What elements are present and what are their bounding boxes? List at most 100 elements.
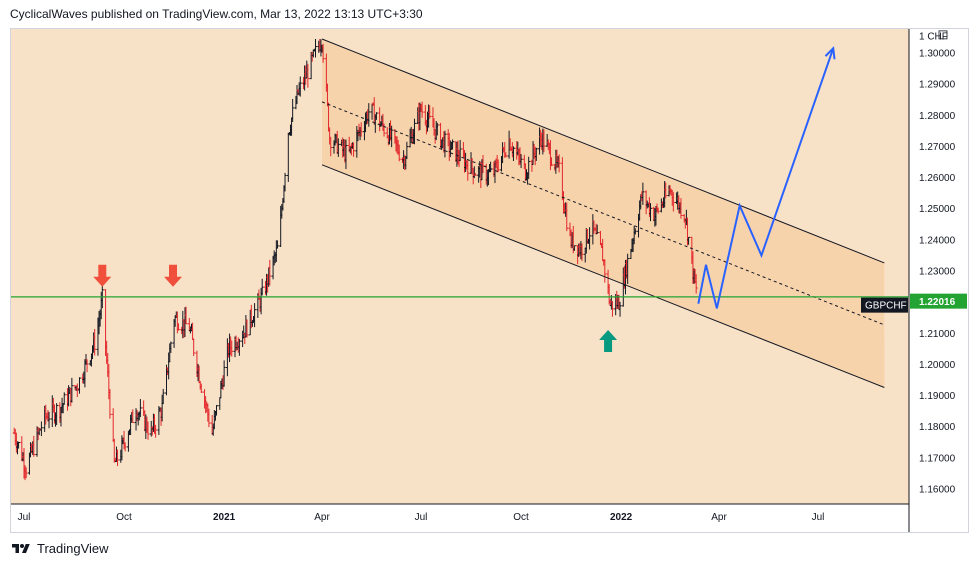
y-tick-label: 1.21000 [919, 329, 956, 340]
y-tick-label: 1.30000 [919, 49, 956, 60]
channel-lower-line [321, 164, 885, 388]
footer-brand: TradingView [37, 541, 109, 556]
ohlc-bar [656, 207, 660, 214]
ohlc-bar [62, 392, 66, 405]
ohlc-bar [275, 240, 279, 249]
y-tick-label: 1.29000 [919, 80, 956, 91]
ohlc-bar [382, 123, 386, 137]
ohlc-bar [420, 101, 424, 118]
x-tick-label: Jul [415, 512, 428, 523]
ohlc-bar [572, 245, 576, 251]
ohlc-bar [215, 405, 219, 416]
last-value-tag [910, 293, 967, 309]
ohlc-bar [435, 122, 439, 136]
ohlc-bar [161, 388, 165, 405]
price-chart[interactable]: 1.30000 1.29000 1.28000 1.27000 1.26000 1.250… [11, 29, 968, 532]
ohlc-bar [321, 43, 325, 63]
ohlc-bar [329, 136, 333, 157]
currency-label: 1 CHF [919, 31, 948, 42]
ohlc-bar [550, 157, 554, 167]
ohlc-bar [374, 112, 378, 120]
y-tick-label: 1.17000 [919, 453, 956, 464]
y-tick-label: 1.18000 [919, 422, 956, 433]
ohlc-bar [237, 338, 241, 356]
x-tick-label: Apr [314, 512, 330, 523]
ohlc-bar [428, 105, 432, 119]
ohlc-bar [154, 424, 158, 438]
ohlc-bar [93, 328, 97, 356]
channel-middle-line [321, 101, 885, 326]
ohlc-bar [260, 278, 264, 296]
currency-settings-icon [938, 30, 948, 40]
ohlc-bar [580, 243, 584, 261]
projection-path [697, 48, 835, 309]
x-tick-label: Jul [812, 512, 825, 523]
ohlc-bar [39, 421, 43, 437]
ohlc-bar [245, 319, 249, 338]
ohlc-bar [184, 306, 188, 325]
ohlc-bar [131, 409, 135, 424]
ohlc-bar [473, 173, 477, 176]
ohlc-bars [12, 38, 698, 481]
projection-arrowhead [824, 46, 836, 60]
ohlc-bar [230, 340, 234, 357]
ohlc-bar [306, 63, 310, 88]
ohlc-bar [108, 389, 112, 419]
ohlc-bar [694, 274, 698, 294]
x-tick-label: 2021 [213, 512, 236, 523]
ohlc-bar [352, 142, 356, 157]
x-tick-label: Oct [116, 512, 132, 523]
up-arrow-icon [599, 329, 618, 352]
down-arrow-icon [93, 264, 112, 287]
x-tick-label: 2022 [610, 512, 633, 523]
ohlc-bar [641, 182, 645, 205]
time-axis-area [11, 504, 909, 532]
ohlc-bar [412, 118, 416, 145]
y-tick-label: 1.23000 [919, 267, 956, 278]
ohlc-bar [47, 411, 51, 429]
ohlc-bar [359, 122, 363, 137]
ohlc-bar [679, 198, 683, 219]
ohlc-bar [17, 441, 21, 449]
ohlc-bar [55, 403, 59, 425]
ohlc-bar [603, 259, 607, 283]
ohlc-bar [207, 408, 211, 428]
ohlc-bar [24, 467, 28, 479]
ohlc-bar [443, 130, 447, 158]
ohlc-bar [588, 227, 592, 250]
ohlc-bar [336, 138, 340, 157]
price-axis-area [909, 29, 968, 532]
ohlc-bar [283, 172, 287, 192]
y-tick-label: 1.27000 [919, 142, 956, 153]
y-tick-label: 1.25000 [919, 204, 956, 215]
channel-upper-line [321, 38, 885, 264]
y-tick-label: 1.16000 [919, 485, 956, 496]
ohlc-bar [169, 341, 173, 353]
x-tick-label: Oct [513, 512, 529, 523]
ohlc-bar [534, 147, 538, 161]
ohlc-bar [222, 360, 226, 387]
ohlc-bar [100, 283, 104, 309]
ohlc-bar [466, 160, 470, 181]
ohlc-bar [397, 144, 401, 162]
ohlc-bar [253, 303, 257, 328]
ohlc-bar [557, 154, 561, 173]
ohlc-bar [344, 139, 348, 170]
ohlc-bar [313, 38, 317, 58]
ohlc-bar [458, 140, 462, 162]
ohlc-bar [671, 192, 675, 212]
ohlc-bar [633, 228, 637, 235]
footer: TradingView [10, 541, 109, 556]
ohlc-bar [648, 203, 652, 222]
ohlc-bar [85, 359, 89, 373]
ohlc-bar [511, 146, 515, 162]
ohlc-bar [268, 259, 272, 286]
ohlc-bar [542, 129, 546, 153]
ohlc-bar [199, 383, 203, 394]
ohlc-bar [116, 449, 120, 467]
ohlc-bar [519, 154, 523, 169]
ohlc-bar [70, 377, 74, 403]
y-tick-label: 1.26000 [919, 173, 956, 184]
ohlc-bar [610, 301, 614, 317]
ohlc-bar [123, 442, 127, 452]
